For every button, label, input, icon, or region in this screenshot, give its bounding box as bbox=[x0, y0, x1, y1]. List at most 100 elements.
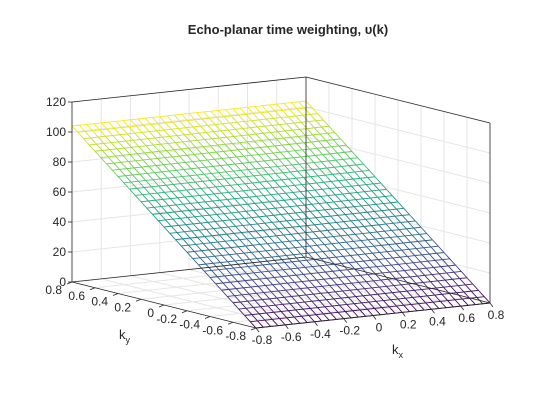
mesh-line-x-4-1 bbox=[273, 311, 280, 319]
mesh-line-x-12-13 bbox=[262, 229, 270, 237]
mesh-line-x-26-1 bbox=[434, 294, 441, 302]
mesh-line-x-4-25 bbox=[135, 160, 142, 168]
mesh-line-x-20-15 bbox=[309, 211, 317, 218]
backwall-grid-z-4 bbox=[71, 136, 307, 163]
mesh-line-x-22-25 bbox=[267, 146, 274, 154]
mesh-line-x-23-31 bbox=[239, 107, 247, 115]
x-tick-mark-3 bbox=[343, 318, 348, 323]
mesh-line-x-23-3 bbox=[400, 284, 408, 292]
mesh-line-x-14-2 bbox=[340, 297, 348, 305]
mesh-line-x-30-23 bbox=[337, 152, 344, 160]
mesh-line-x-31-20 bbox=[361, 170, 369, 178]
mesh-line-x-22-10 bbox=[353, 241, 360, 248]
mesh-line-x-14-16 bbox=[260, 209, 267, 217]
mesh-line-x-12-20 bbox=[222, 185, 230, 193]
mesh-line-x-21-23 bbox=[271, 159, 278, 167]
mesh-line-x-31-30 bbox=[304, 107, 311, 115]
mesh-line-x-23-13 bbox=[343, 221, 350, 229]
mesh-line-x-19-31 bbox=[210, 110, 218, 118]
mesh-line-x-1-1 bbox=[251, 314, 258, 322]
mesh-line-x-22-14 bbox=[330, 215, 337, 223]
mesh-line-x-6-14 bbox=[213, 228, 220, 236]
mesh-line-x-30-16 bbox=[377, 196, 384, 204]
x-tick-label-3: -0.2 bbox=[339, 324, 360, 338]
mesh-line-x-26-26 bbox=[290, 136, 297, 144]
mesh-line-x-20-29 bbox=[229, 122, 236, 130]
mesh-line-x-27-28 bbox=[286, 123, 293, 131]
mesh-line-x-14-19 bbox=[243, 190, 250, 198]
mesh-line-x-10-23 bbox=[190, 168, 198, 176]
mesh-line-x-24-19 bbox=[316, 182, 323, 190]
mesh-line-x-5-16 bbox=[194, 216, 201, 224]
mesh-line-x-19-23 bbox=[256, 161, 264, 169]
x-tick-label-5: 0.2 bbox=[400, 317, 417, 331]
mesh-line-x-4-21 bbox=[158, 185, 165, 193]
mesh-line-x-29-24 bbox=[323, 147, 331, 155]
mesh-line-x-20-16 bbox=[304, 204, 311, 212]
mesh-line-x-25-27 bbox=[277, 131, 284, 139]
mesh-line-x-21-2 bbox=[391, 292, 399, 300]
mesh-line-x-19-10 bbox=[331, 243, 338, 251]
mesh-line-x-5-25 bbox=[142, 159, 150, 167]
mesh-line-x-19-0 bbox=[388, 306, 396, 314]
mesh-line-x-25-20 bbox=[317, 175, 325, 183]
mesh-line-x-26-7 bbox=[399, 256, 407, 264]
mesh-line-x-8-5 bbox=[279, 283, 287, 291]
mesh-line-x-13-31 bbox=[166, 115, 174, 123]
mesh-line-x-11-31 bbox=[152, 117, 159, 125]
mesh-line-x-0-13 bbox=[175, 239, 182, 247]
mesh-line-x-23-29 bbox=[251, 120, 258, 128]
mesh-line-x-6-19 bbox=[184, 196, 191, 204]
mesh-line-x-6-17 bbox=[196, 209, 203, 217]
mesh-line-x-5-6 bbox=[251, 279, 259, 287]
mesh-line-x-30-2 bbox=[457, 285, 465, 293]
mesh-line-x-5-21 bbox=[165, 184, 173, 192]
mesh-line-x-30-10 bbox=[411, 234, 419, 242]
mesh-line-x-24-14 bbox=[344, 214, 352, 222]
mesh-line-x-2-8 bbox=[218, 269, 225, 277]
mesh-line-x-31-10 bbox=[419, 234, 426, 241]
mesh-line-x-3-3 bbox=[254, 300, 262, 308]
mesh-line-x-31-27 bbox=[321, 126, 328, 134]
x-tick-label-6: 0.4 bbox=[429, 314, 446, 328]
mesh-line-x-3-15 bbox=[185, 224, 193, 232]
box-edge-1 bbox=[305, 256, 491, 304]
mesh-line-x-22-28 bbox=[249, 127, 257, 135]
mesh-line-x-9-7 bbox=[275, 270, 282, 278]
mesh-line-x-4-2 bbox=[267, 305, 275, 313]
mesh-line-x-31-24 bbox=[338, 145, 346, 153]
mesh-line-x-4-12 bbox=[210, 242, 217, 250]
mesh-line-x-19-1 bbox=[383, 300, 390, 308]
mesh-line-x-9-28 bbox=[154, 137, 162, 145]
mesh-line-x-31-9 bbox=[424, 240, 432, 248]
mesh-line-x-21-28 bbox=[242, 128, 249, 136]
mesh-line-x-13-16 bbox=[252, 210, 260, 218]
mesh-line-x-4-18 bbox=[175, 204, 183, 212]
y-tick-mark-4 bbox=[158, 304, 165, 308]
floor-grid-y-2 bbox=[209, 291, 445, 317]
mesh-line-x-14-26 bbox=[202, 146, 210, 154]
mesh-line-x-25-0 bbox=[432, 301, 440, 309]
mesh-line-x-6-29 bbox=[127, 133, 134, 141]
mesh-line-x-26-8 bbox=[394, 250, 401, 258]
mesh-line-x-1-26 bbox=[107, 156, 115, 164]
mesh-line-x-27-23 bbox=[315, 155, 322, 163]
mesh-line-x-25-17 bbox=[334, 194, 342, 202]
mesh-line-x-9-25 bbox=[171, 156, 179, 164]
mesh-line-x-20-19 bbox=[286, 185, 294, 193]
mesh-line-x-5-13 bbox=[211, 235, 219, 243]
mesh-line-x-19-25 bbox=[245, 148, 252, 156]
mesh-line-x-5-22 bbox=[159, 178, 167, 186]
mesh-line-x-8-6 bbox=[273, 277, 281, 285]
mesh-line-x-3-7 bbox=[231, 274, 239, 282]
mesh-line-x-16-25 bbox=[223, 151, 230, 158]
mesh-line-x-20-24 bbox=[258, 154, 265, 162]
mesh-line-x-15-13 bbox=[284, 227, 292, 235]
mesh-line-x-20-26 bbox=[246, 141, 254, 149]
mesh-line-x-4-28 bbox=[118, 141, 125, 149]
mesh-line-x-7-23 bbox=[168, 170, 176, 178]
mesh-line-x-7-24 bbox=[163, 164, 170, 172]
mesh-line-x-23-6 bbox=[383, 265, 391, 273]
mesh-line-x-6-25 bbox=[150, 158, 157, 166]
mesh-line-x-7-31 bbox=[122, 120, 130, 128]
